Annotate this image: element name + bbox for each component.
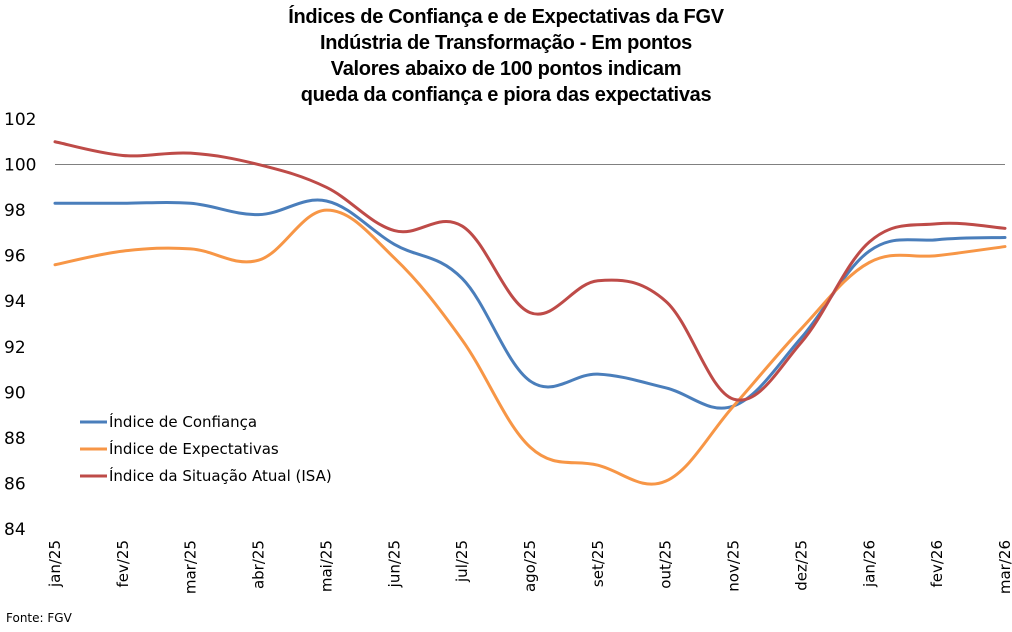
- legend: Índice de Confiança Índice de Expectativa…: [80, 412, 332, 485]
- y-tick-label: 92: [4, 338, 26, 358]
- y-tick-label: 88: [4, 429, 26, 449]
- x-tick-label: jul/25: [453, 540, 471, 583]
- x-tick-label: fev/26: [928, 540, 946, 588]
- y-tick-label: 102: [4, 110, 36, 130]
- x-tick-label: mar/26: [996, 540, 1012, 594]
- x-tick-label: mar/25: [182, 540, 200, 594]
- x-tick-label: fev/25: [114, 540, 132, 588]
- series-group: [53, 140, 1007, 486]
- y-tick-label: 96: [4, 247, 26, 267]
- y-tick-label: 86: [4, 474, 26, 494]
- legend-label-confianca: Índice de Confiança: [109, 412, 257, 431]
- y-axis-ticks: 84 86 88 90 92 94 96 98 100 102: [4, 110, 36, 540]
- x-tick-label: jan/25: [46, 540, 64, 588]
- x-tick-label: mai/25: [317, 540, 335, 592]
- y-tick-label: 98: [4, 201, 26, 221]
- source-note: Fonte: FGV: [6, 611, 72, 625]
- x-tick-label: ago/25: [521, 540, 539, 592]
- title-line-4: queda da confiança e piora das expectati…: [300, 84, 712, 106]
- x-tick-label: out/25: [657, 540, 675, 589]
- x-axis-ticks: jan/25 fev/25 mar/25 abr/25 mai/25 jun/25 jul/…: [46, 540, 1012, 594]
- y-tick-label: 84: [4, 520, 26, 540]
- y-tick-label: 90: [4, 383, 26, 403]
- series-line-confianca: [53, 198, 1007, 410]
- legend-label-isa: Índice da Situação Atual (ISA): [109, 466, 332, 485]
- x-tick-label: dez/25: [792, 540, 810, 591]
- x-tick-label: jun/25: [385, 540, 403, 588]
- x-tick-label: nov/25: [725, 540, 743, 592]
- legend-label-expectativas: Índice de Expectativas: [109, 439, 279, 458]
- y-tick-label: 94: [4, 292, 26, 312]
- title-line-1: Índices de Confiança e de Expectativas d…: [288, 6, 724, 28]
- x-tick-label: jan/26: [860, 540, 878, 588]
- title-line-2: Indústria de Transformação - Em pontos: [320, 32, 692, 54]
- x-tick-label: set/25: [589, 540, 607, 587]
- x-tick-label: abr/25: [250, 540, 268, 589]
- title-line-3: Valores abaixo de 100 pontos indicam: [330, 58, 682, 80]
- chart-title: Índices de Confiança e de Expectativas d…: [0, 4, 1012, 108]
- y-tick-label: 100: [4, 156, 36, 176]
- series-line-isa: [53, 140, 1007, 402]
